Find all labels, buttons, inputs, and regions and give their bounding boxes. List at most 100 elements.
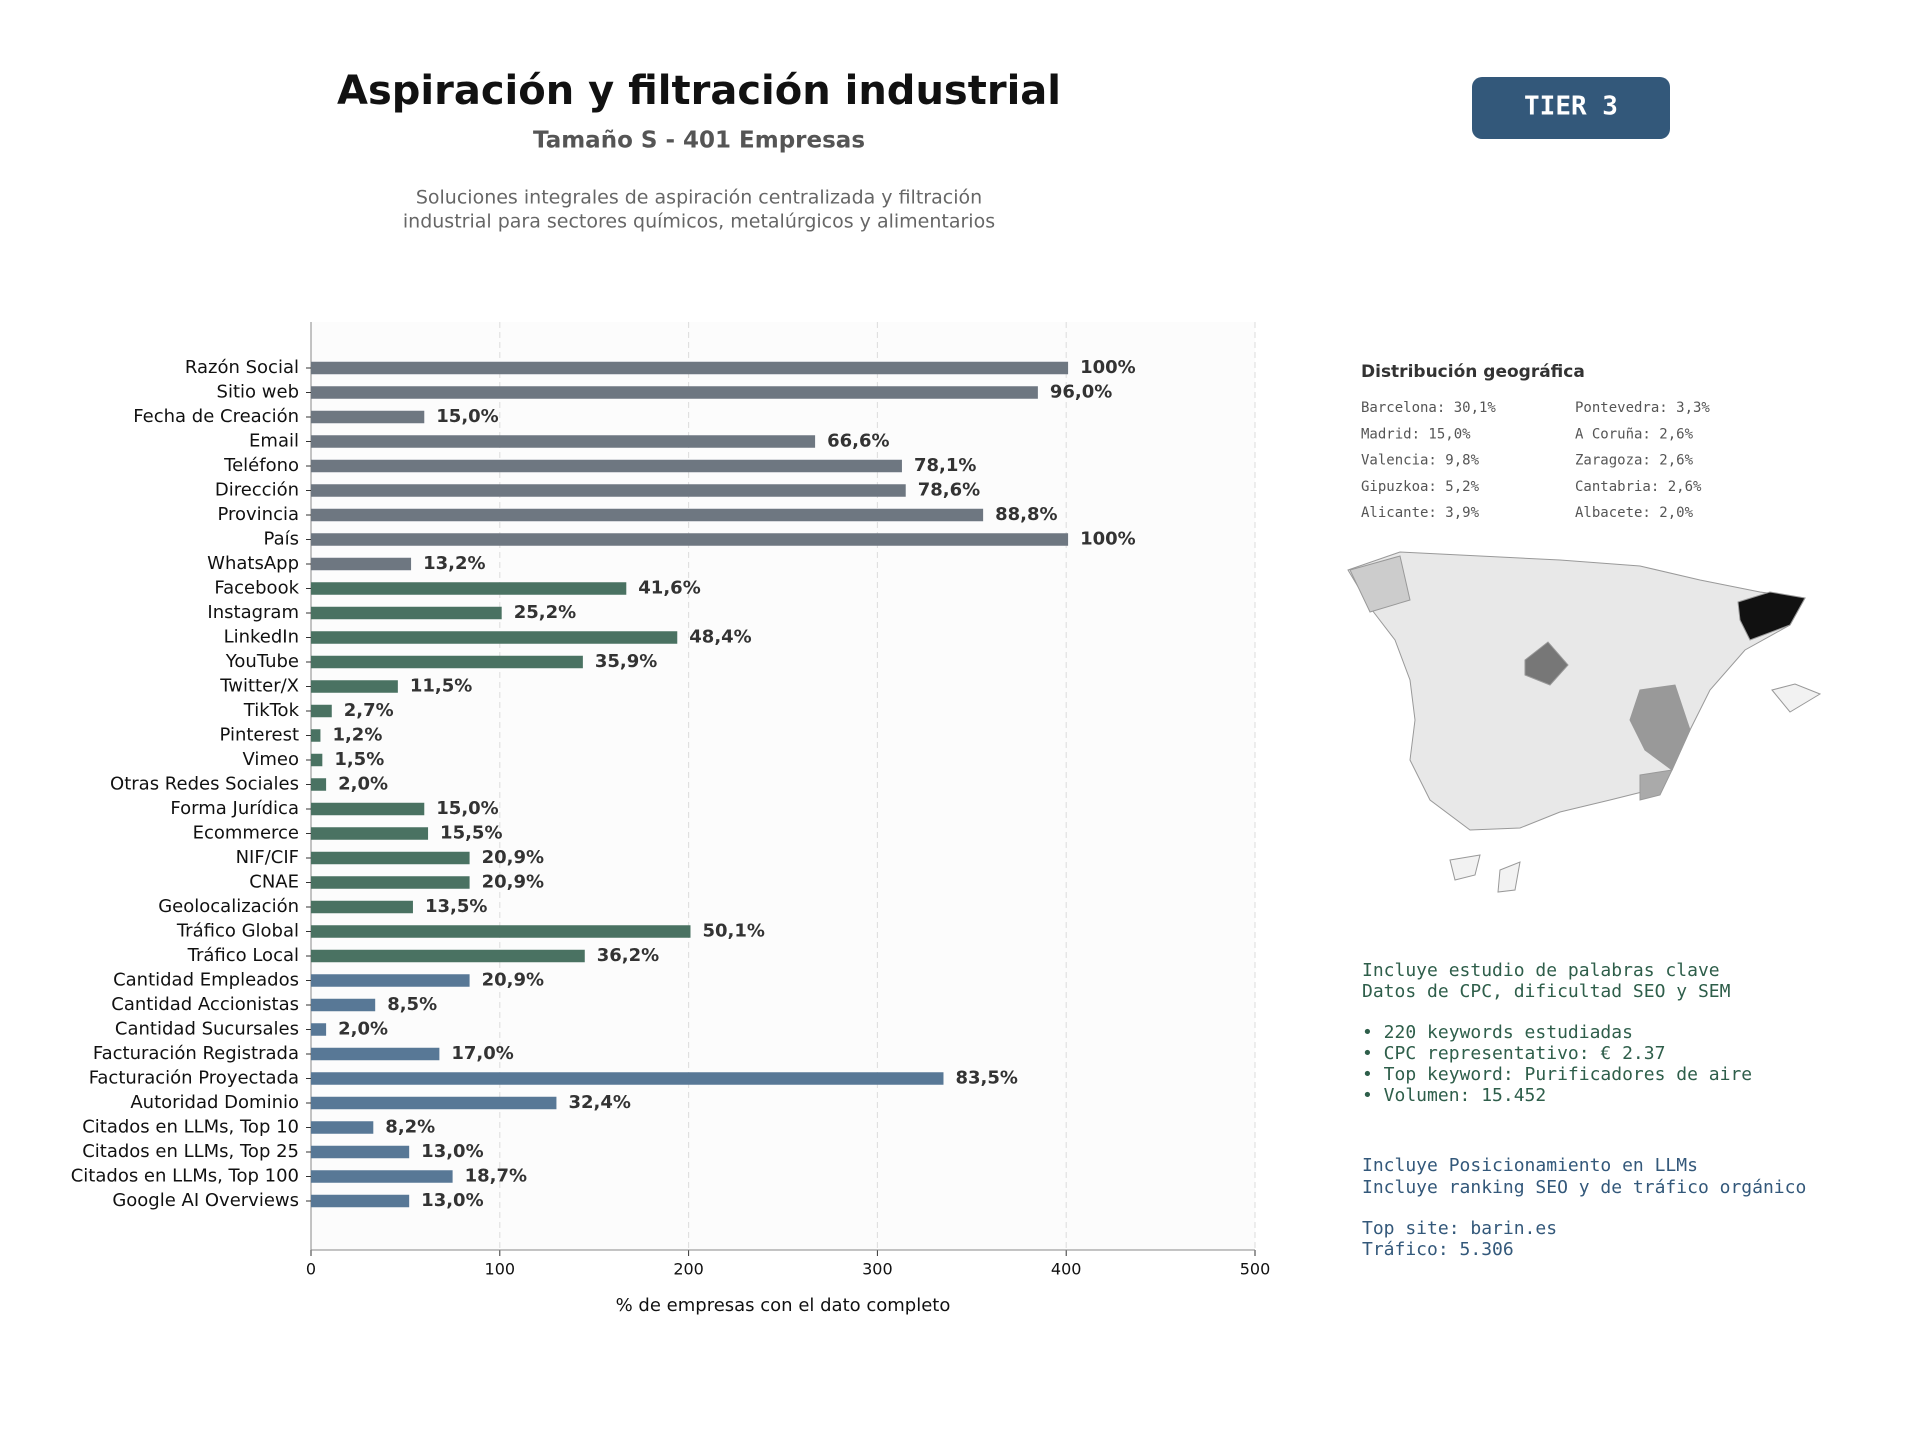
data-label: 32,4% [568, 1092, 630, 1113]
y-tick-label: Citados en LLMs, Top 100 [71, 1166, 299, 1187]
x-tick-label: 300 [862, 1260, 893, 1279]
data-label: 1,5% [334, 749, 384, 770]
bar [311, 974, 470, 987]
data-label: 20,9% [482, 847, 544, 868]
y-tick-label: Vimeo [242, 749, 299, 770]
bar [311, 998, 376, 1012]
y-tick-label: Cantidad Accionistas [111, 994, 299, 1015]
y-tick-label: Teléfono [223, 455, 299, 476]
bar [311, 1121, 374, 1134]
geo-item: Cantabria: 2,6% [1575, 479, 1702, 495]
data-label: 13,0% [421, 1190, 483, 1211]
bar [311, 680, 398, 693]
data-label: 35,9% [595, 651, 657, 672]
y-tick-label: Instagram [207, 602, 299, 623]
data-label: 1,2% [332, 725, 382, 746]
bar [311, 582, 627, 595]
data-label: 83,5% [955, 1068, 1017, 1089]
y-tick-label: Ecommerce [193, 823, 299, 844]
y-tick-label: LinkedIn [224, 627, 299, 648]
data-label: 36,2% [597, 945, 659, 966]
bar [311, 606, 502, 620]
seo-note: • Top keyword: Purificadores de aire [1362, 1064, 1752, 1085]
llm-note: Top site: barin.es [1362, 1218, 1557, 1239]
geo-item: A Coruña: 2,6% [1575, 426, 1694, 442]
bar [311, 1194, 410, 1208]
data-label: 18,7% [465, 1166, 527, 1187]
data-label: 48,4% [689, 627, 751, 648]
bar [311, 949, 585, 963]
y-tick-label: País [264, 529, 299, 550]
bar [311, 925, 691, 938]
y-tick-label: NIF/CIF [236, 847, 299, 868]
y-tick-label: Citados en LLMs, Top 10 [82, 1117, 299, 1138]
bar [311, 1047, 440, 1061]
x-tick-label: 0 [306, 1260, 316, 1279]
bar [311, 508, 984, 522]
data-label: 96,0% [1050, 382, 1112, 403]
data-label: 41,6% [638, 578, 700, 599]
data-label: 15,0% [436, 798, 498, 819]
y-tick-label: Twitter/X [219, 676, 299, 697]
y-tick-label: Sitio web [217, 382, 299, 403]
bar [311, 361, 1069, 375]
y-tick-label: Dirección [215, 480, 299, 501]
x-axis-label: % de empresas con el dato completo [616, 1295, 951, 1316]
bar [311, 533, 1069, 546]
y-tick-label: TikTok [243, 700, 300, 721]
data-label: 8,2% [385, 1117, 435, 1138]
bar [311, 386, 1038, 399]
y-tick-label: Forma Jurídica [170, 798, 299, 819]
map [1347, 551, 1822, 893]
description: industrial para sectores químicos, metal… [403, 211, 995, 233]
geo-item: Madrid: 15,0% [1361, 426, 1471, 442]
data-label: 78,6% [918, 480, 980, 501]
bar [311, 631, 678, 644]
bar [311, 827, 429, 840]
data-label: 13,2% [423, 553, 485, 574]
bar [311, 876, 470, 889]
geo-item: Barcelona: 30,1% [1361, 400, 1496, 416]
plot-area [311, 322, 1255, 1250]
bar [311, 729, 321, 742]
bar [311, 1170, 453, 1183]
seo-note: Datos de CPC, dificultad SEO y SEM [1362, 981, 1731, 1002]
llm-note: Incluye Posicionamiento en LLMs [1362, 1155, 1698, 1176]
bar [311, 459, 902, 473]
geo-item: Valencia: 9,8% [1361, 453, 1480, 469]
data-label: 25,2% [514, 602, 576, 623]
geo-item: Albacete: 2,0% [1575, 505, 1694, 521]
y-tick-label: Cantidad Sucursales [115, 1019, 299, 1040]
data-label: 13,0% [421, 1141, 483, 1162]
y-tick-label: Citados en LLMs, Top 25 [82, 1141, 299, 1162]
y-tick-label: YouTube [225, 651, 299, 672]
data-label: 78,1% [914, 455, 976, 476]
bar [311, 753, 323, 767]
y-tick-label: Tráfico Local [187, 945, 299, 966]
bar [311, 704, 332, 718]
data-label: 17,0% [451, 1043, 513, 1064]
y-tick-label: WhatsApp [207, 553, 299, 574]
badge [1472, 77, 1670, 139]
y-tick-label: CNAE [249, 872, 299, 893]
data-label: 8,5% [387, 994, 437, 1015]
bar [311, 435, 816, 448]
data-label: 20,9% [482, 970, 544, 991]
y-tick-label: Geolocalización [158, 896, 299, 917]
bar [311, 484, 906, 497]
bar [311, 1096, 557, 1110]
y-tick-label: Fecha de Creación [133, 406, 299, 427]
geo-item: Pontevedra: 3,3% [1575, 400, 1710, 416]
data-label: 2,0% [338, 774, 388, 795]
data-label: 88,8% [995, 504, 1057, 525]
x-tick-label: 200 [673, 1260, 704, 1279]
data-label: 50,1% [702, 921, 764, 942]
data-label: 13,5% [425, 896, 487, 917]
bar [311, 851, 470, 865]
y-tick-label: Otras Redes Sociales [110, 774, 299, 795]
geo-item: Zaragoza: 2,6% [1575, 453, 1694, 469]
geo-item: Gipuzkoa: 5,2% [1361, 479, 1480, 495]
y-tick-label: Google AI Overviews [112, 1190, 299, 1211]
data-label: 100% [1080, 357, 1136, 378]
y-tick-label: Cantidad Empleados [113, 970, 299, 991]
